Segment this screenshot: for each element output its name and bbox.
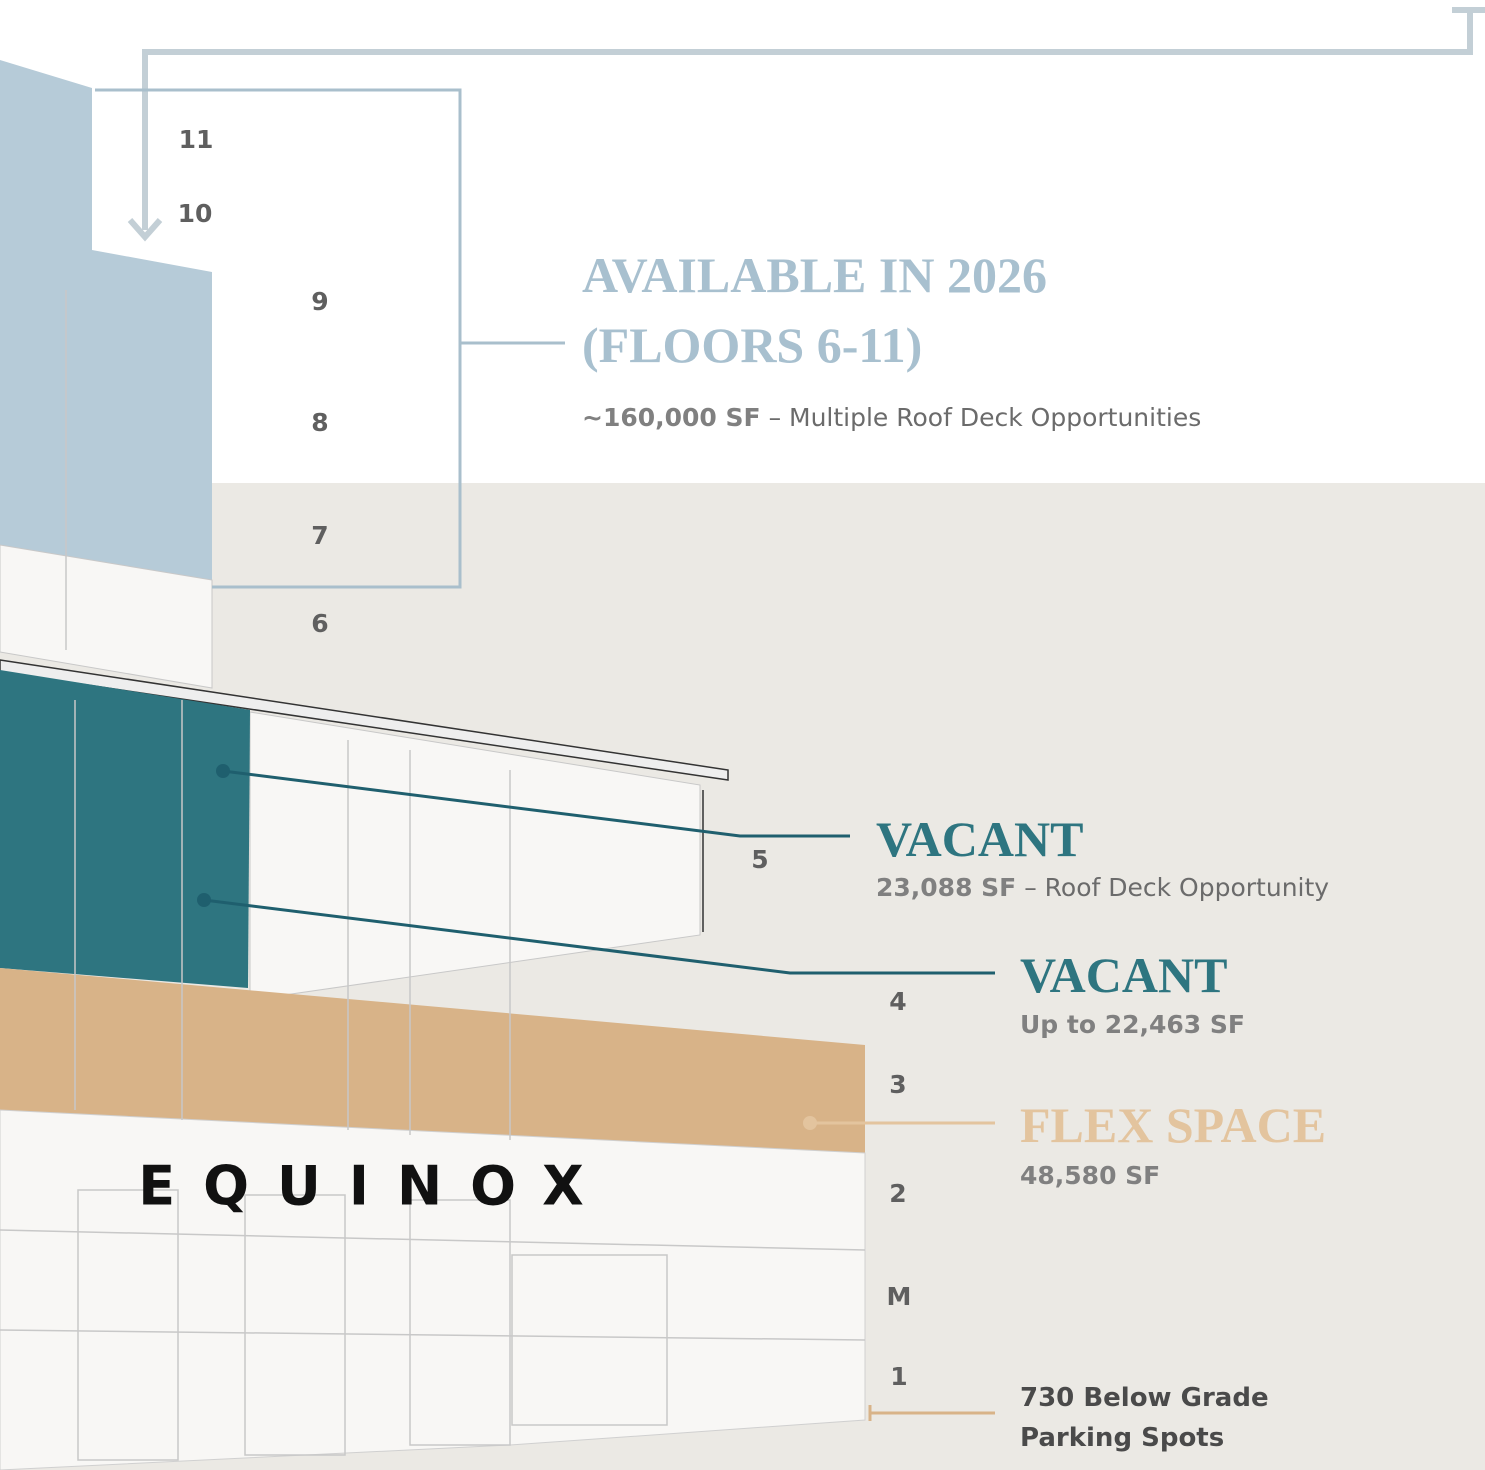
- floor-label: 4: [889, 987, 906, 1016]
- callout-detail: ~160,000 SF – Multiple Roof Deck Opportu…: [582, 403, 1201, 432]
- callout-title: VACANT: [1020, 947, 1227, 1003]
- callout-title: FLEX SPACE: [1020, 1097, 1326, 1153]
- detail: – Roof Deck Opportunity: [1024, 873, 1329, 902]
- connectors: [95, 7, 1485, 1421]
- area: 48,580 SF: [1020, 1161, 1160, 1190]
- roof-ledge: [0, 659, 729, 781]
- floor-label: 9: [311, 287, 328, 316]
- sign: EQUINOX: [138, 1155, 612, 1218]
- floor-label: 5: [751, 845, 768, 874]
- flex-floor: [0, 968, 865, 1153]
- floor-label: 3: [889, 1070, 906, 1099]
- floor-label: 11: [179, 125, 214, 154]
- area: 23,088 SF: [876, 873, 1016, 902]
- area: Up to 22,463 SF: [1020, 1010, 1245, 1039]
- marker: [197, 893, 211, 907]
- floor-label: M: [887, 1282, 912, 1311]
- upper-floors: [0, 60, 212, 580]
- parking-label: Parking Spots: [1020, 1423, 1224, 1453]
- parking-label: 730 Below Grade: [1020, 1383, 1269, 1413]
- facade-lines: [0, 290, 866, 1461]
- floor-6: [0, 544, 213, 689]
- floor-label: 1: [890, 1362, 907, 1391]
- floor-label: 8: [311, 408, 328, 437]
- callout-title: AVAILABLE IN 2026: [582, 247, 1047, 303]
- lower-floors: [0, 1109, 866, 1470]
- marker: [803, 1116, 817, 1130]
- callout-title: (FLOORS 6-11): [582, 317, 922, 373]
- floor-labels: 11 10 9 8 7 6 5 4 3 2 M 1: [178, 125, 912, 1391]
- callout-title: VACANT: [876, 811, 1083, 867]
- floor-label: 6: [311, 609, 328, 638]
- vacant-floors: [0, 670, 250, 988]
- floor-label: 10: [178, 199, 213, 228]
- area: ~160,000 SF: [582, 403, 761, 432]
- callout-detail: 23,088 SF – Roof Deck Opportunity: [876, 873, 1329, 902]
- floor-label: 2: [889, 1179, 906, 1208]
- floor-label: 7: [311, 521, 328, 550]
- floor-5-block: [249, 711, 701, 1001]
- marker: [216, 764, 230, 778]
- detail: – Multiple Roof Deck Opportunities: [769, 403, 1202, 432]
